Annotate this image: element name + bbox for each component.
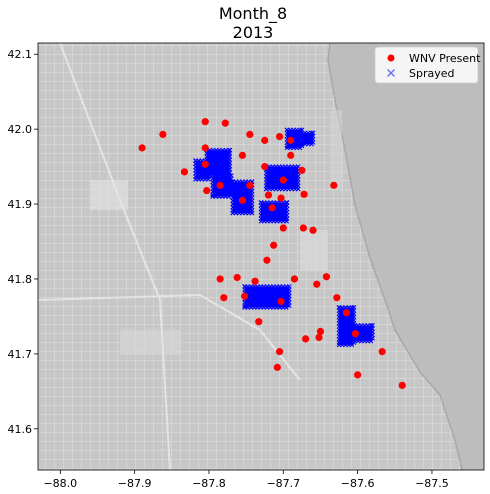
- legend: WNV Present Sprayed: [375, 47, 481, 83]
- wnv-point: [287, 137, 294, 144]
- wnv-point: [202, 118, 209, 125]
- wnv-point: [255, 318, 262, 325]
- wnv-point: [352, 330, 359, 337]
- x-tick-label: −87.6: [341, 477, 375, 490]
- y-tick-label: 42.0: [8, 123, 33, 136]
- wnv-point: [217, 275, 224, 282]
- wnv-point: [222, 120, 229, 127]
- y-tick-label: 41.9: [8, 198, 33, 211]
- wnv-point: [330, 182, 337, 189]
- wnv-point: [202, 161, 209, 168]
- y-axis: 41.6 41.7 41.8 41.9 42.0 42.1: [8, 48, 39, 436]
- wnv-point: [277, 194, 284, 201]
- sprayed-region: [259, 201, 289, 224]
- sprayed-region: [300, 131, 315, 146]
- x-tick-label: −87.9: [118, 477, 152, 490]
- wnv-point: [379, 348, 386, 355]
- y-tick-label: 41.7: [8, 348, 33, 361]
- wnv-point: [300, 224, 307, 231]
- wnv-point: [343, 309, 350, 316]
- wnv-point: [138, 144, 145, 151]
- wnv-point: [246, 131, 253, 138]
- wnv-point: [309, 227, 316, 234]
- legend-sprayed-label: Sprayed: [409, 67, 455, 80]
- wnv-point: [251, 278, 258, 285]
- y-tick-label: 42.1: [8, 48, 33, 61]
- chart-title: Month_8: [219, 4, 287, 24]
- wnv-point: [270, 242, 277, 249]
- y-tick-label: 41.8: [8, 273, 33, 286]
- map-background: [38, 43, 484, 470]
- wnv-point: [280, 224, 287, 231]
- wnv-point: [246, 182, 253, 189]
- wnv-point: [291, 275, 298, 282]
- wnv-point: [234, 274, 241, 281]
- sprayed-region: [243, 284, 292, 309]
- wnv-point: [280, 176, 287, 183]
- x-tick-label: −88.0: [43, 477, 77, 490]
- legend-wnv-label: WNV Present: [409, 52, 481, 65]
- wnv-point: [323, 273, 330, 280]
- wnv-point: [399, 382, 406, 389]
- wnv-point: [276, 348, 283, 355]
- x-tick-label: −87.5: [415, 477, 449, 490]
- wnv-point: [239, 152, 246, 159]
- legend-wnv-marker: [388, 55, 395, 62]
- chart-subtitle: 2013: [233, 23, 274, 42]
- wnv-point: [220, 294, 227, 301]
- wnv-point: [269, 204, 276, 211]
- wnv-point: [217, 182, 224, 189]
- wnv-point: [241, 293, 248, 300]
- wnv-point: [274, 364, 281, 371]
- wnv-point: [265, 191, 272, 198]
- sprayed-region: [194, 159, 211, 182]
- wnv-point: [298, 167, 305, 174]
- wnv-point: [263, 257, 270, 264]
- wnv-point: [354, 371, 361, 378]
- wnv-point: [202, 144, 209, 151]
- wnv-point: [287, 152, 294, 159]
- x-tick-label: −87.8: [192, 477, 226, 490]
- y-tick-label: 41.6: [8, 423, 33, 436]
- wnv-point: [239, 197, 246, 204]
- wnv-point: [317, 328, 324, 335]
- wnv-point: [301, 191, 308, 198]
- wnv-point: [313, 281, 320, 288]
- x-axis: −88.0 −87.9 −87.8 −87.7 −87.6 −87.5: [43, 470, 448, 490]
- wnv-point: [302, 335, 309, 342]
- wnv-point: [261, 137, 268, 144]
- wnv-point: [261, 163, 268, 170]
- wnv-point: [203, 187, 210, 194]
- wnv-point: [277, 298, 284, 305]
- wnv-point: [333, 294, 340, 301]
- x-tick-label: −87.7: [266, 477, 300, 490]
- wnv-point: [315, 334, 322, 341]
- wnv-point: [276, 133, 283, 140]
- wnv-point: [181, 168, 188, 175]
- wnv-point: [159, 131, 166, 138]
